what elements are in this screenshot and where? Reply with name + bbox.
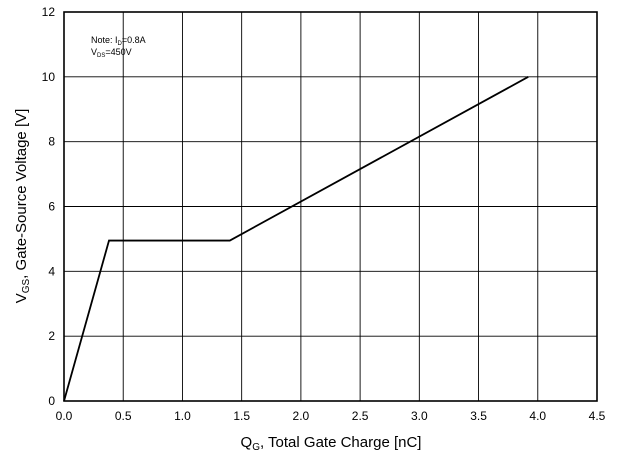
grid-layer <box>63 11 598 402</box>
x-tick-label: 3.0 <box>411 409 428 423</box>
y-tick-label: 4 <box>48 264 55 278</box>
y-tick-labels: 0 2 4 6 8 10 12 <box>42 5 56 408</box>
x-tick-label: 2.0 <box>293 409 310 423</box>
x-tick-label: 0.5 <box>115 409 132 423</box>
x-tick-label: 0.0 <box>56 409 73 423</box>
note-line-2: VDS=450V <box>91 47 132 59</box>
x-tick-label: 4.5 <box>589 409 606 423</box>
y-tick-label: 8 <box>48 135 55 149</box>
y-tick-label: 2 <box>48 329 55 343</box>
y-tick-label: 0 <box>48 394 55 408</box>
series-layer <box>63 76 529 402</box>
x-tick-labels: 0.0 0.5 1.0 1.5 2.0 2.5 3.0 3.5 4.0 4.5 <box>56 409 606 423</box>
y-tick-label: 12 <box>42 5 56 19</box>
x-tick-label: 4.0 <box>529 409 546 423</box>
note-line-1: Note: ID=0.8A <box>91 35 146 47</box>
y-tick-label: 6 <box>48 200 55 214</box>
plot-frame <box>63 11 598 402</box>
x-tick-label: 2.5 <box>352 409 369 423</box>
y-axis-label: VGS, Gate-Source Voltage [V] <box>13 109 32 304</box>
y-tick-label: 10 <box>42 70 56 84</box>
x-axis-label: QG, Total Gate Charge [nC] <box>241 434 422 453</box>
x-tick-label: 1.5 <box>233 409 250 423</box>
x-tick-label: 1.0 <box>174 409 191 423</box>
x-tick-label: 3.5 <box>470 409 487 423</box>
series-line-vgs <box>63 76 529 402</box>
